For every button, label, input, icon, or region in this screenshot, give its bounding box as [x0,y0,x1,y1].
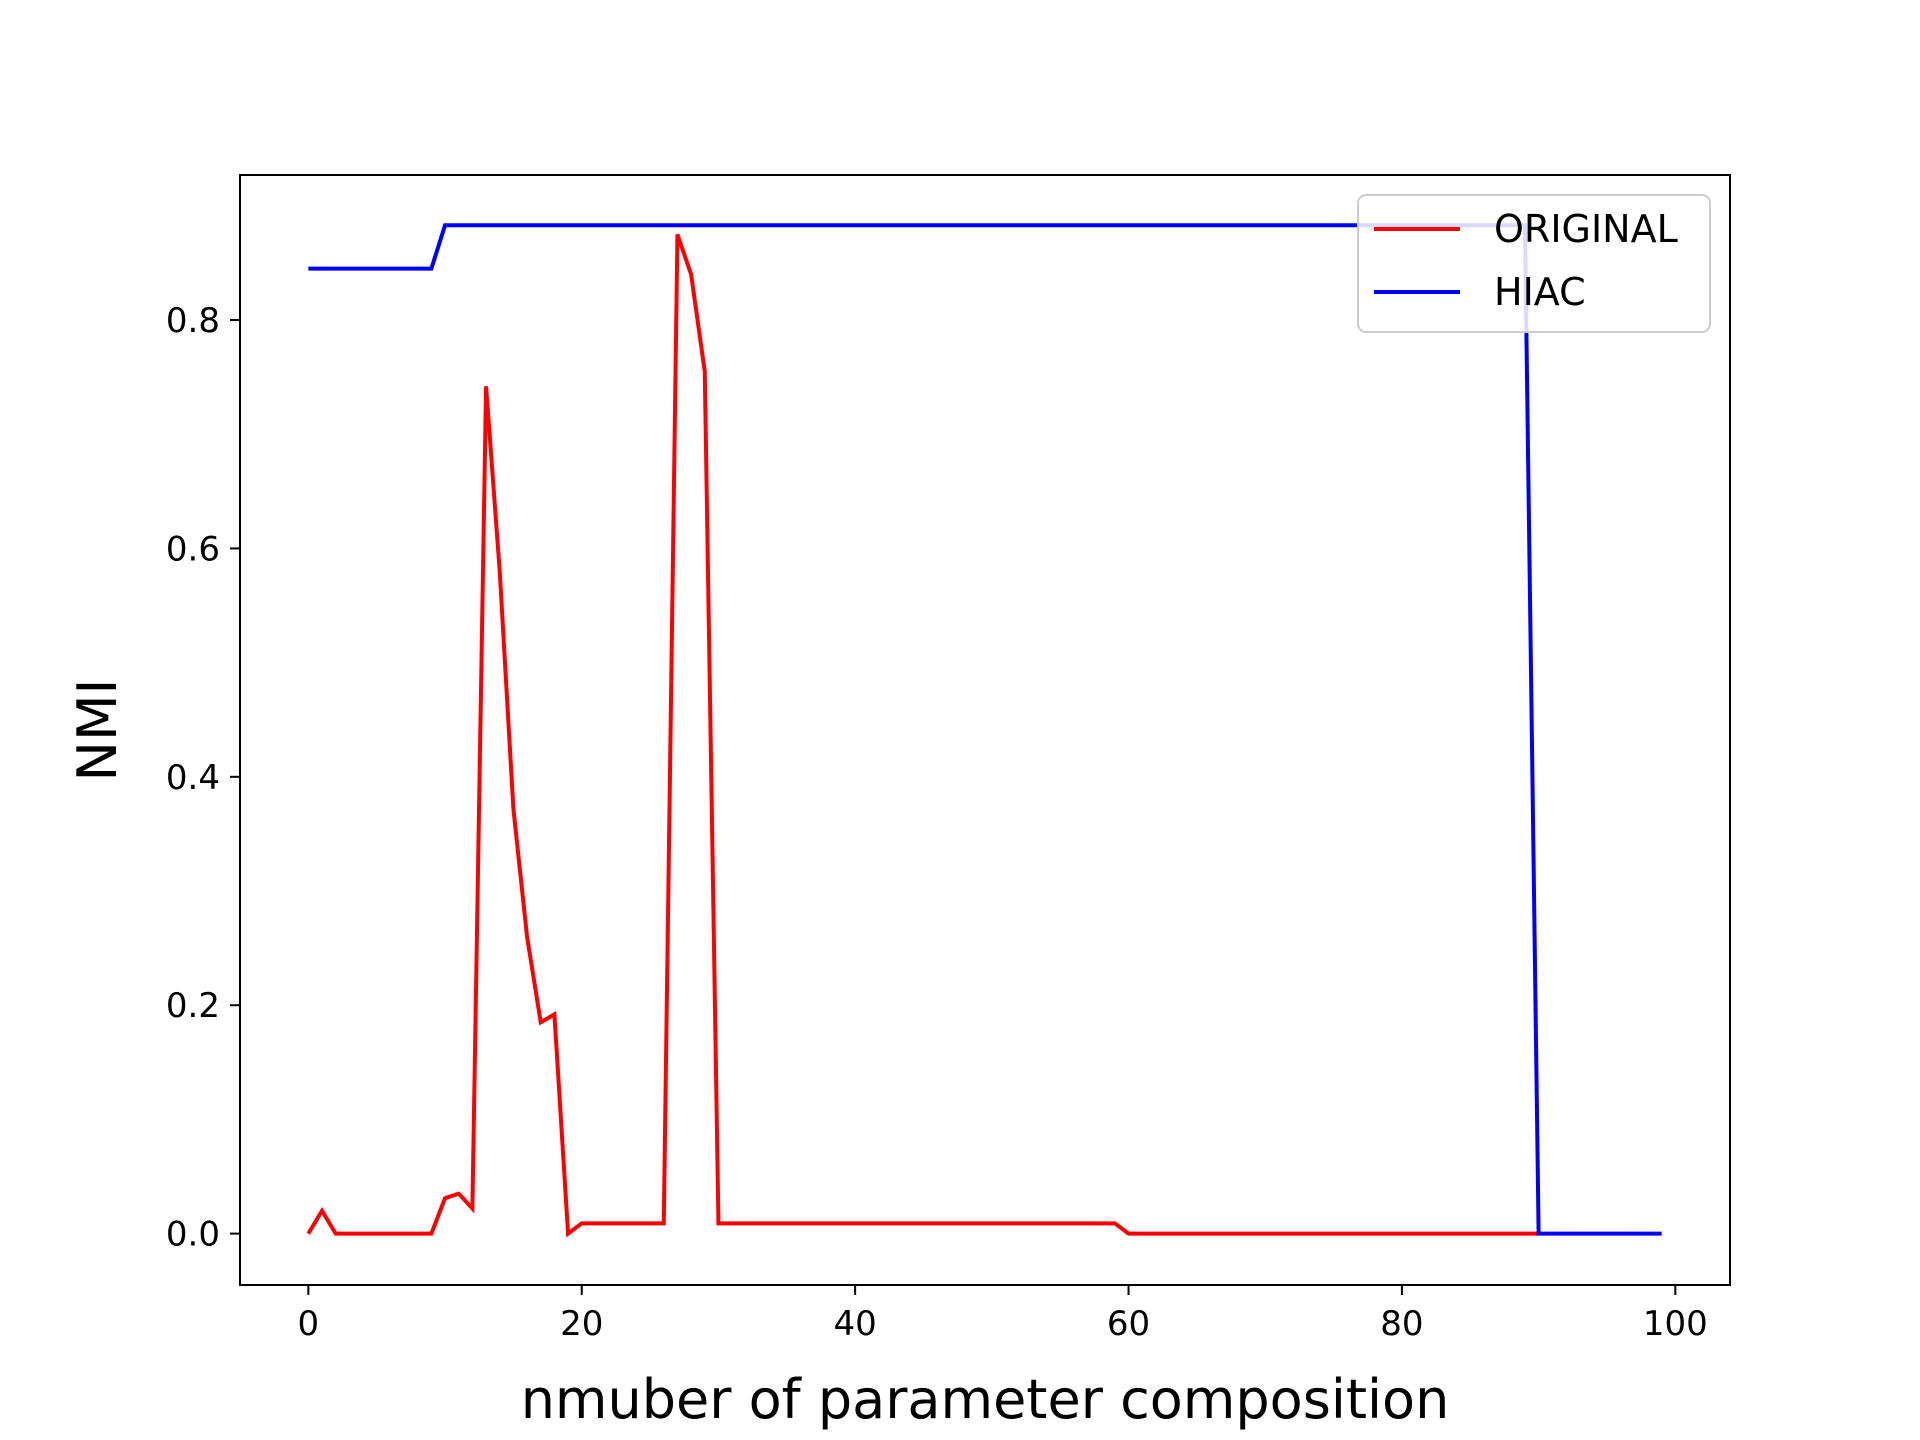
x-tick-label: 40 [834,1304,877,1344]
x-tick-label: 100 [1643,1304,1708,1344]
x-tick-label: 60 [1107,1304,1150,1344]
x-axis-ticks: 0 20 40 60 80 100 [298,1285,1708,1344]
y-tick-label: 0.8 [166,301,220,341]
x-axis-title: nmuber of parameter composition [521,1368,1450,1431]
y-axis-title: NMI [66,679,129,782]
series-layer [306,223,1662,1238]
y-axis-ticks: 0.0 0.2 0.4 0.6 0.8 [166,301,240,1255]
x-tick-label: 0 [298,1304,320,1344]
series-line-original [306,233,1539,1238]
plot-area [240,175,1730,1285]
y-tick-label: 0.2 [166,986,220,1026]
x-tick-label: 80 [1380,1304,1423,1344]
series-line-hiac [308,223,1662,1236]
legend-label-hiac: HIAC [1494,270,1586,314]
x-tick-label: 20 [560,1304,603,1344]
y-tick-label: 0.0 [166,1215,220,1255]
legend: ORIGINAL HIAC [1357,194,1711,333]
y-tick-label: 0.6 [166,529,220,569]
legend-label-original: ORIGINAL [1494,207,1678,251]
y-tick-label: 0.4 [166,758,220,798]
plot-border [239,174,1731,1286]
